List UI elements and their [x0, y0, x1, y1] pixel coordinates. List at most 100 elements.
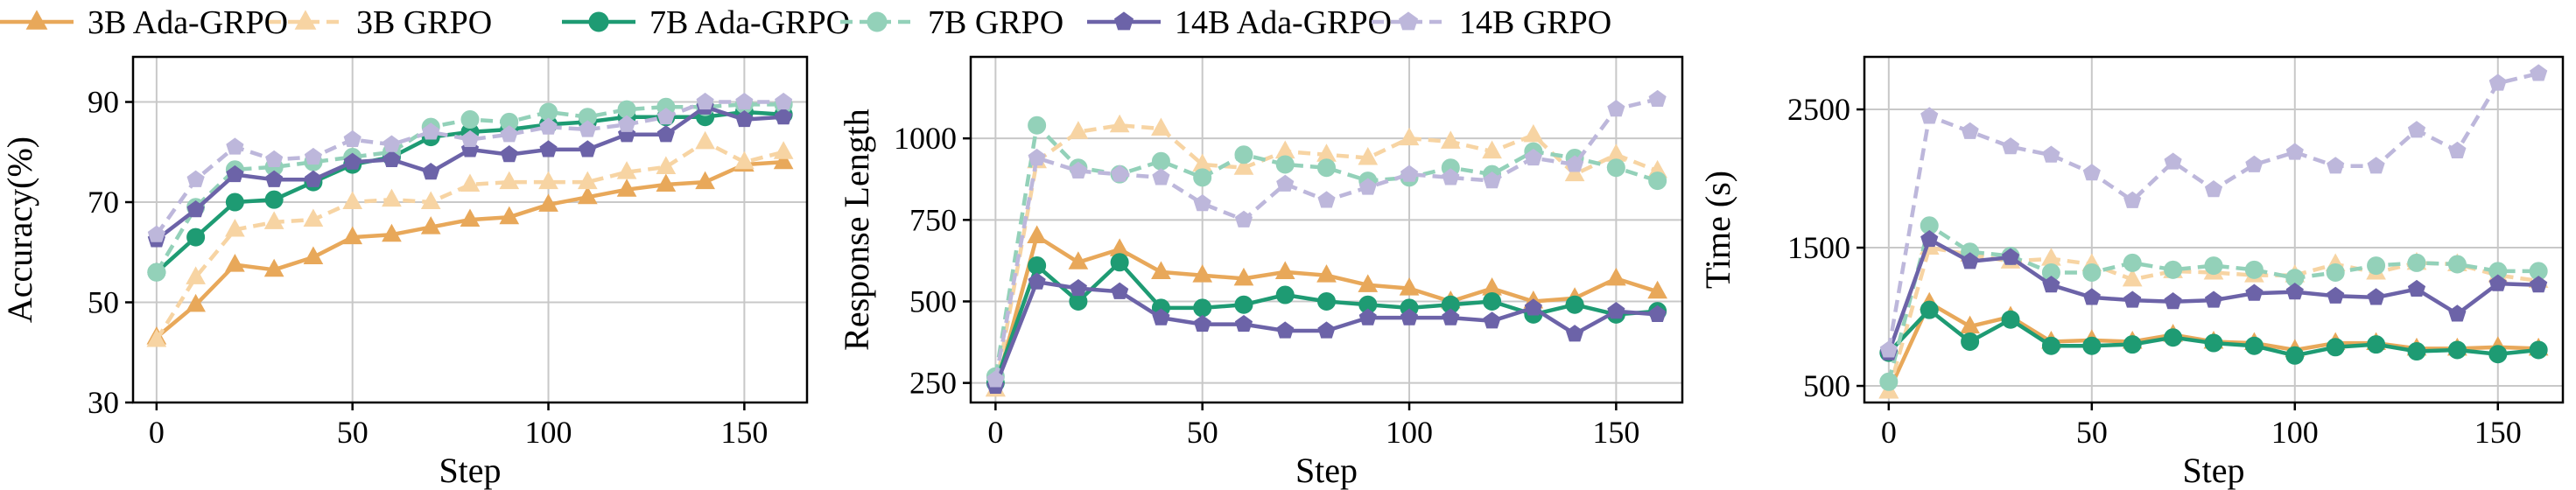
data-point [1028, 148, 1046, 166]
data-point [2367, 256, 2386, 276]
data-point [304, 170, 323, 187]
data-point [735, 109, 754, 128]
y-tick-label: 750 [909, 202, 957, 237]
data-point [1110, 253, 1129, 272]
data-point [1234, 314, 1253, 332]
data-point [2001, 310, 2020, 329]
data-point [2530, 64, 2548, 81]
series-14b-grpo [1879, 64, 2548, 358]
data-point [2407, 279, 2426, 298]
data-point [422, 122, 440, 140]
data-point [538, 171, 558, 190]
data-point [383, 135, 401, 152]
data-point [1648, 172, 1667, 191]
data-point [1069, 278, 1087, 297]
x-axis-label: Step [2182, 451, 2244, 490]
plot-frame [969, 55, 1684, 404]
data-point [2164, 152, 2182, 170]
data-point [1442, 308, 1460, 326]
series-line [1886, 223, 2539, 382]
x-tick-label: 100 [1386, 415, 1433, 450]
data-point [2082, 288, 2101, 305]
data-point [2529, 340, 2548, 360]
data-point [2245, 155, 2264, 172]
data-point [2326, 262, 2345, 282]
data-point [2204, 290, 2223, 308]
data-point [2164, 260, 2183, 279]
data-point [2488, 345, 2508, 364]
data-point [460, 208, 481, 228]
y-tick-label: 500 [1803, 368, 1850, 403]
data-point [146, 328, 167, 347]
data-point [656, 173, 677, 192]
data-point [342, 191, 363, 210]
data-point [2407, 253, 2426, 272]
data-point [1111, 164, 1129, 182]
y-tick-label: 70 [88, 185, 119, 220]
y-tick-label: 500 [909, 284, 957, 318]
data-point [1483, 291, 1502, 311]
data-point [2041, 336, 2060, 355]
data-point [500, 125, 518, 143]
plot-frame [131, 55, 809, 404]
data-point [1111, 282, 1129, 299]
data-point [2042, 276, 2060, 293]
legend-marker [1113, 11, 1134, 31]
data-point [1317, 158, 1336, 178]
series-14b-ada-grpo [1879, 229, 2548, 360]
data-point [577, 186, 598, 205]
data-point [265, 150, 284, 167]
data-point [1275, 285, 1295, 304]
data-point [343, 152, 361, 170]
data-point [1027, 225, 1047, 243]
chart-panels: 0 50 100 150 30 50 70 90 Step Accuracy(%) 0 50 100 15… [0, 55, 2565, 490]
legend-label: 7B GRPO [928, 4, 1063, 41]
data-point [1193, 298, 1212, 318]
data-point [1276, 174, 1295, 192]
data-point [1399, 277, 1420, 296]
series-line [1886, 71, 2539, 351]
data-point [1151, 261, 1171, 279]
data-point [1234, 295, 1253, 314]
x-tick-label: 50 [337, 415, 369, 450]
data-point [1606, 267, 1626, 286]
data-point [2244, 260, 2264, 279]
legend-item-7b-grpo: 7B GRPO [840, 4, 1063, 41]
data-point [1151, 151, 1170, 171]
legend-marker [25, 10, 48, 30]
data-point [1647, 280, 1667, 299]
data-point [1358, 274, 1379, 292]
data-point [2204, 333, 2223, 353]
data-point [1151, 117, 1171, 136]
data-point [1920, 300, 1939, 319]
data-point [2042, 145, 2060, 163]
data-point [656, 108, 675, 125]
data-point [303, 246, 324, 264]
data-point [1233, 267, 1254, 286]
data-point [2244, 336, 2264, 355]
data-point [383, 150, 401, 167]
x-axis-label: Step [1295, 451, 1358, 490]
data-point [773, 141, 794, 159]
data-point [1920, 229, 1939, 248]
data-point [2245, 284, 2264, 301]
data-point [186, 170, 205, 187]
data-point [2285, 143, 2304, 160]
legend-marker [1398, 11, 1419, 31]
data-point [264, 190, 284, 209]
legend-marker [588, 11, 609, 32]
y-tick-label: 50 [88, 285, 119, 320]
data-point [2164, 328, 2183, 347]
data-point [616, 178, 637, 197]
data-point [1193, 314, 1211, 332]
y-tick-label: 90 [88, 85, 119, 120]
data-point [225, 218, 245, 237]
legend-label: 3B Ada-GRPO [88, 4, 288, 41]
data-point [656, 125, 675, 143]
data-point [616, 161, 637, 179]
data-point [2123, 290, 2142, 308]
series-line [993, 234, 1659, 390]
data-point [579, 140, 597, 158]
x-tick-label: 50 [2076, 415, 2108, 450]
legend-item-14b-ada-grpo: 14B Ada-GRPO [1087, 4, 1392, 41]
